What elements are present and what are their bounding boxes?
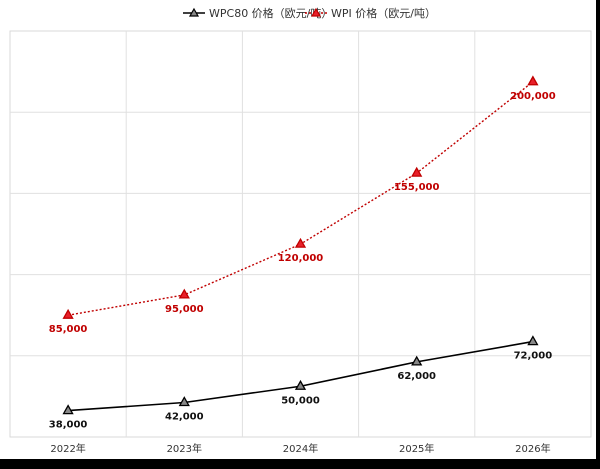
x-tick-label: 2026年 [515,442,550,455]
data-label-wpi: 200,000 [510,91,556,102]
legend-item-wpi[interactable]: WPI 价格（欧元/吨） [305,6,436,20]
x-tick-label: 2025年 [399,442,434,455]
data-point-wpi[interactable] [62,308,74,319]
plot-area: 2022年 2023年 2024年 2025年 2026年 38,000 42,000 50,… [9,30,592,455]
legend-label-wpi: WPI 价格（欧元/吨） [331,6,436,20]
data-label-wpc80: 38,000 [49,420,88,431]
x-tick-label: 2024年 [283,442,318,455]
data-point-wpc80[interactable] [62,404,74,415]
series-line-wpi [67,81,534,316]
line-chart: WPC80 价格（欧元/吨） WPI 价格（欧元/吨） 2022年 2023年 20… [9,6,592,455]
data-label-wpi: 95,000 [165,304,204,315]
data-point-wpi[interactable] [411,166,423,177]
data-label-wpc80: 42,000 [165,411,204,422]
legend: WPC80 价格（欧元/吨） WPI 价格（欧元/吨） [183,6,436,20]
legend-marker-wpi [310,7,322,17]
data-point-wpc80[interactable] [411,355,423,366]
data-point-wpc80[interactable] [178,396,190,407]
legend-marker-wpc80 [188,7,200,17]
legend-item-wpc80[interactable]: WPC80 价格（欧元/吨） [183,6,332,20]
chart-frame: WPC80 价格（欧元/吨） WPI 价格（欧元/吨） 2022年 2023年 20… [0,0,596,459]
data-label-wpc80: 62,000 [397,371,436,382]
plot-border [9,30,592,438]
data-label-wpi: 85,000 [49,324,88,335]
data-point-wpi[interactable] [294,237,307,248]
x-tick-label: 2022年 [50,442,85,455]
data-label-wpc80: 50,000 [281,395,320,406]
data-label-wpc80: 72,000 [514,351,553,362]
data-point-wpi[interactable] [178,288,190,299]
data-label-wpi: 155,000 [394,182,440,193]
x-tick-label: 2023年 [167,442,202,455]
data-point-wpc80[interactable] [294,379,307,390]
data-point-wpi[interactable] [527,75,539,86]
data-label-wpi: 120,000 [278,253,324,264]
legend-label-wpc80: WPC80 价格（欧元/吨） [209,6,332,20]
data-point-wpc80[interactable] [527,335,539,346]
